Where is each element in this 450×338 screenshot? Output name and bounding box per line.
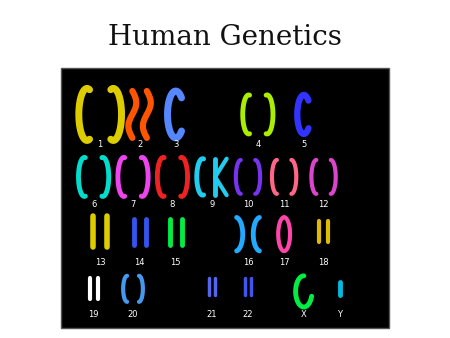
Text: 17: 17 [279,258,289,267]
Text: 9: 9 [209,200,215,209]
Text: 8: 8 [170,200,175,209]
Text: X: X [301,310,307,319]
Text: 6: 6 [91,200,96,209]
Text: 5: 5 [301,141,306,149]
Text: 21: 21 [207,310,217,319]
Text: 18: 18 [318,258,329,267]
Text: Human Genetics: Human Genetics [108,24,342,51]
Text: 19: 19 [88,310,99,319]
Text: 20: 20 [128,310,138,319]
Text: 3: 3 [173,141,178,149]
Text: 12: 12 [318,200,329,209]
Text: 2: 2 [137,141,142,149]
Text: Y: Y [338,310,342,319]
Bar [61,68,389,328]
Text: 10: 10 [243,200,253,209]
Text: 4: 4 [255,141,261,149]
Text: 11: 11 [279,200,289,209]
Text: 13: 13 [95,258,105,267]
Text: 7: 7 [130,200,136,209]
Text: 15: 15 [171,258,181,267]
Text: 14: 14 [135,258,145,267]
Text: 22: 22 [243,310,253,319]
Text: 1: 1 [98,141,103,149]
Text: 16: 16 [243,258,253,267]
